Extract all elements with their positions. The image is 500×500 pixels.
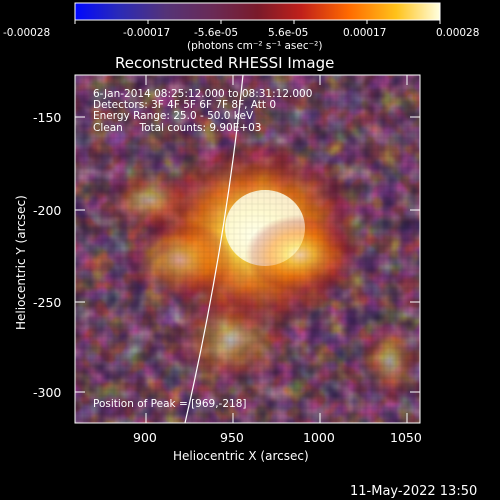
plot-frame: [74, 74, 421, 424]
x-axis-label: Heliocentric X (arcsec): [173, 449, 309, 463]
colorbar-tick: 5.6e-05: [268, 27, 308, 39]
colorbar-gradient: [74, 2, 441, 21]
colorbar-tick: 0.00028: [436, 27, 479, 39]
detectors-text: Detectors: 3F 4F 5F 6F 7F 8F, Att 0: [93, 99, 276, 111]
energy-range-text: Energy Range: 25.0 - 50.0 keV: [93, 110, 254, 122]
x-tick-label: 1050: [390, 430, 422, 445]
x-tick-label: 900: [133, 430, 157, 445]
colorbar-tick: -0.00028: [3, 27, 50, 39]
y-tick-label: -250: [33, 295, 61, 310]
colorbar-units: (photons cm⁻² s⁻¹ asec⁻²): [187, 40, 322, 52]
y-axis-label: Heliocentric Y (arcsec): [14, 195, 28, 330]
colorbar-tick: -5.6e-05: [194, 27, 238, 39]
heatmap-image: [75, 75, 420, 423]
y-tick-label: -300: [33, 385, 61, 400]
x-axis-ticks: [145, 75, 408, 423]
solar-limb-line: [184, 75, 244, 423]
clean-counts-text: Clean Total counts: 9.90E+03: [93, 122, 262, 134]
footer-timestamp: 11-May-2022 13:50: [350, 484, 477, 499]
x-tick-label: 1000: [303, 430, 335, 445]
plot-title: Reconstructed RHESSI Image: [115, 54, 334, 72]
y-tick-label: -200: [33, 203, 61, 218]
x-tick-label: 950: [220, 430, 244, 445]
colorbar-tick: 0.00017: [343, 27, 386, 39]
peak-position-text: Position of Peak = [969,-218]: [93, 398, 247, 410]
time-range-text: 6-Jan-2014 08:25:12.000 to 08:31:12.000: [93, 88, 312, 100]
colorbar: -0.00028 -0.00017 -5.6e-05 5.6e-05 0.000…: [3, 2, 479, 52]
y-tick-label: -150: [33, 110, 61, 125]
colorbar-tick: -0.00017: [123, 27, 170, 39]
y-axis-ticks: [75, 116, 420, 393]
